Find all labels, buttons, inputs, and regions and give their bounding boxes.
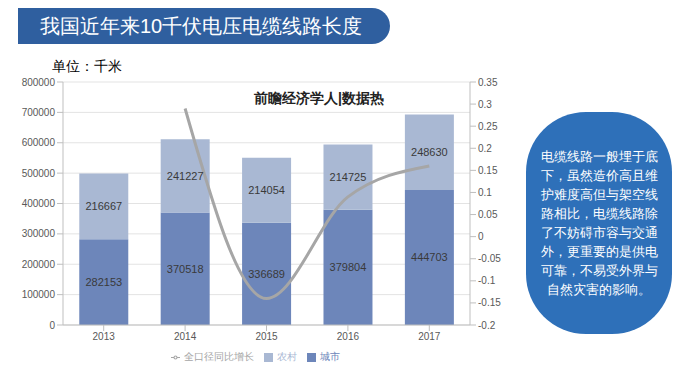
svg-text:248630: 248630: [411, 146, 448, 158]
svg-text:0: 0: [478, 231, 484, 242]
svg-text:0: 0: [49, 320, 55, 331]
svg-text:2013: 2013: [93, 331, 116, 342]
svg-text:100000: 100000: [22, 289, 56, 300]
svg-text:0.3: 0.3: [478, 99, 492, 110]
html-text:城市: 城市: [319, 351, 340, 362]
svg-text:700000: 700000: [22, 107, 56, 118]
html-text:全口径同比增长: 全口径同比增长: [183, 351, 254, 362]
svg-text:214054: 214054: [248, 184, 285, 196]
html-text:我国近年来10千伏电压电缆线路长度: 我国近年来10千伏电压电缆线路长度: [40, 15, 363, 37]
svg-text:-0.15: -0.15: [478, 297, 501, 308]
svg-text:0.35: 0.35: [478, 77, 498, 88]
svg-text:400000: 400000: [22, 198, 56, 209]
svg-text:300000: 300000: [22, 228, 56, 239]
svg-text:370518: 370518: [167, 263, 204, 275]
html-text:单位：千米: 单位：千米: [52, 58, 122, 74]
svg-text:2017: 2017: [418, 331, 441, 342]
svg-text:-0.1: -0.1: [478, 275, 496, 286]
svg-text:0.25: 0.25: [478, 121, 498, 132]
svg-text:500000: 500000: [22, 168, 56, 179]
svg-text:216667: 216667: [85, 200, 122, 212]
svg-text:2015: 2015: [255, 331, 278, 342]
html-text:前瞻经济学人|数据热: 前瞻经济学人|数据热: [254, 90, 384, 106]
svg-text:600000: 600000: [22, 137, 56, 148]
svg-text:2016: 2016: [337, 331, 360, 342]
svg-text:-0.2: -0.2: [478, 320, 496, 331]
svg-text:0.05: 0.05: [478, 209, 498, 220]
svg-text:-0.05: -0.05: [478, 253, 501, 264]
svg-text:444703: 444703: [411, 251, 448, 263]
svg-text:0.15: 0.15: [478, 165, 498, 176]
svg-text:200000: 200000: [22, 259, 56, 270]
svg-text:241227: 241227: [167, 170, 204, 182]
svg-text:2014: 2014: [174, 331, 197, 342]
html-text:电缆线路一般埋于底下，虽然造价高且维护难度高但与架空线路相比: 电缆线路一般埋于底下，虽然造价高且维护难度高但与架空线路相比，电缆线路除了不妨碍…: [540, 149, 658, 297]
svg-text:0.1: 0.1: [478, 187, 492, 198]
svg-text:379804: 379804: [330, 261, 367, 273]
svg-text:0.2: 0.2: [478, 143, 492, 154]
html-text:农村: 农村: [276, 351, 297, 362]
svg-text:800000: 800000: [22, 77, 56, 88]
svg-text:336689: 336689: [248, 268, 285, 280]
svg-text:282153: 282153: [85, 276, 122, 288]
svg-text:214725: 214725: [330, 171, 367, 183]
